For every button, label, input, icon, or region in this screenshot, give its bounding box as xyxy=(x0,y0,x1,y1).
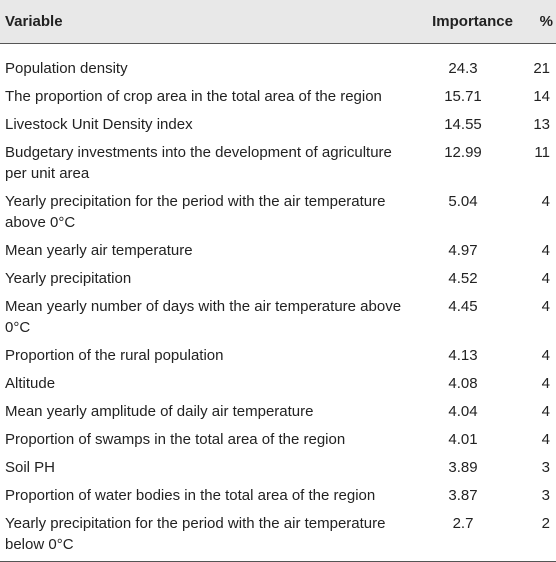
cell-variable: Budgetary investments into the developme… xyxy=(5,143,392,182)
header-row: Variable Importance % xyxy=(0,0,556,44)
cell-percent: 4 xyxy=(541,402,550,420)
cell-variable: Mean yearly amplitude of daily air tempe… xyxy=(5,402,314,420)
table-row: Soil PH 3.89 3 xyxy=(0,455,556,483)
cell-variable: Population density xyxy=(5,59,128,77)
cell-variable: Proportion of the rural population xyxy=(5,346,224,364)
table-row: Yearly precipitation 4.52 4 xyxy=(0,266,556,294)
header-variable: Variable xyxy=(0,0,404,44)
table-row: Budgetary investments into the developme… xyxy=(0,140,556,189)
cell-importance: 3.87 xyxy=(448,486,478,504)
cell-percent: 14 xyxy=(533,87,550,105)
cell-importance: 2.7 xyxy=(404,510,522,562)
cell-importance: 24.3 xyxy=(448,59,478,77)
cell-importance: 4.01 xyxy=(448,430,478,448)
table-row: Yearly precipitation for the period with… xyxy=(0,510,556,562)
table-row: Livestock Unit Density index 14.55 13 xyxy=(0,112,556,140)
table-row: Proportion of water bodies in the total … xyxy=(0,483,556,511)
cell-percent: 4 xyxy=(541,269,550,287)
cell-variable: Yearly precipitation xyxy=(5,269,132,287)
cell-variable: Proportion of water bodies in the total … xyxy=(5,486,376,504)
table-row: Proportion of swamps in the total area o… xyxy=(0,427,556,455)
table-row: Mean yearly amplitude of daily air tempe… xyxy=(0,399,556,427)
cell-percent: 4 xyxy=(541,241,550,259)
table-row: Altitude 4.08 4 xyxy=(0,371,556,399)
cell-percent: 3 xyxy=(541,458,550,476)
table-header: Variable Importance % xyxy=(0,0,556,44)
cell-percent: 4 xyxy=(541,192,550,210)
cell-importance: 4.13 xyxy=(448,346,478,364)
cell-percent: 4 xyxy=(541,297,550,315)
header-percent: % xyxy=(522,0,556,44)
cell-variable: Proportion of swamps in the total area o… xyxy=(5,430,346,448)
cell-importance: 4.08 xyxy=(448,374,478,392)
cell-importance: 14.55 xyxy=(444,115,482,133)
table-row: Population density 24.3 21 xyxy=(0,43,556,84)
cell-variable: The proportion of crop area in the total… xyxy=(5,87,382,105)
cell-percent: 21 xyxy=(533,59,550,77)
cell-importance: 4.97 xyxy=(448,241,478,259)
cell-importance: 4.52 xyxy=(448,269,478,287)
cell-importance: 4.04 xyxy=(448,402,478,420)
table-row: Proportion of the rural population 4.13 … xyxy=(0,343,556,371)
cell-percent: 3 xyxy=(541,486,550,504)
cell-importance: 12.99 xyxy=(444,143,482,161)
cell-importance: 15.71 xyxy=(444,87,482,105)
cell-variable: Livestock Unit Density index xyxy=(5,115,193,133)
table-row: The proportion of crop area in the total… xyxy=(0,84,556,112)
cell-percent: 4 xyxy=(541,430,550,448)
cell-percent: 13 xyxy=(533,115,550,133)
cell-percent: 4 xyxy=(541,374,550,392)
table-row: Mean yearly number of days with the air … xyxy=(0,294,556,343)
cell-variable: Yearly precipitation for the period with… xyxy=(5,192,386,231)
table-row: Mean yearly air temperature 4.97 4 xyxy=(0,238,556,266)
table-row: Yearly precipitation for the period with… xyxy=(0,189,556,238)
header-importance: Importance xyxy=(404,0,522,44)
cell-percent: 11 xyxy=(534,143,550,161)
cell-variable: Altitude xyxy=(5,374,56,392)
cell-importance: 3.89 xyxy=(448,458,478,476)
cell-percent: 4 xyxy=(541,346,550,364)
cell-percent: 2 xyxy=(522,510,556,562)
cell-variable: Mean yearly air temperature xyxy=(5,241,193,259)
cell-variable: Soil PH xyxy=(5,458,56,476)
cell-importance: 4.45 xyxy=(448,297,478,315)
cell-importance: 5.04 xyxy=(448,192,478,210)
table-body: Population density 24.3 21 The proportio… xyxy=(0,43,556,562)
cell-variable: Mean yearly number of days with the air … xyxy=(5,297,402,336)
cell-variable: Yearly precipitation for the period with… xyxy=(0,510,404,562)
